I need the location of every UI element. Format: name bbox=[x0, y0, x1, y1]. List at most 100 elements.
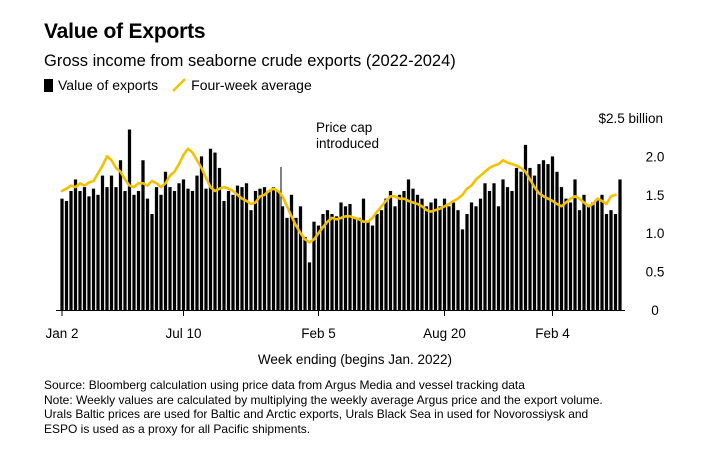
bar bbox=[100, 175, 105, 310]
bar bbox=[474, 206, 478, 310]
bar bbox=[352, 217, 357, 310]
bar bbox=[411, 188, 415, 310]
bar bbox=[379, 210, 384, 310]
bar bbox=[447, 206, 451, 310]
bar bbox=[483, 183, 487, 310]
bar bbox=[132, 194, 136, 310]
footnote: Source: Bloomberg calculation using pric… bbox=[44, 378, 684, 436]
chart-subtitle: Gross income from seaborne crude exports… bbox=[44, 52, 456, 70]
bar bbox=[118, 160, 123, 310]
bar bbox=[136, 190, 141, 310]
bar bbox=[114, 187, 118, 310]
bar bbox=[582, 194, 586, 310]
bar bbox=[460, 229, 465, 310]
y-tick-label: 0.5 bbox=[646, 265, 665, 280]
bar bbox=[532, 175, 537, 310]
bar bbox=[330, 214, 334, 310]
bar bbox=[339, 202, 343, 310]
annotation-label-line2: introduced bbox=[316, 136, 379, 151]
legend-label-line: Four-week average bbox=[191, 77, 312, 93]
bar bbox=[163, 171, 168, 310]
bar bbox=[109, 175, 114, 310]
bar bbox=[159, 194, 163, 310]
bar bbox=[348, 204, 352, 310]
bar bbox=[370, 225, 375, 310]
line-series bbox=[60, 147, 617, 244]
bar bbox=[312, 221, 316, 310]
bar bbox=[586, 206, 591, 310]
bar bbox=[420, 198, 424, 310]
bar bbox=[78, 190, 82, 310]
bar bbox=[222, 200, 226, 310]
bar bbox=[537, 164, 541, 310]
bar bbox=[469, 202, 474, 310]
bar bbox=[267, 190, 271, 310]
bar bbox=[496, 206, 501, 310]
bar-series bbox=[60, 129, 622, 310]
bar bbox=[141, 160, 145, 310]
bar bbox=[595, 198, 600, 310]
bar bbox=[523, 144, 528, 310]
x-axis-title: Week ending (begins Jan. 2022) bbox=[258, 352, 452, 367]
x-tick-label: Jan 2 bbox=[45, 326, 78, 341]
bar bbox=[424, 206, 429, 310]
bar bbox=[366, 221, 370, 310]
bar bbox=[123, 190, 127, 310]
bar bbox=[217, 167, 222, 310]
y-tick-label: 1.0 bbox=[646, 226, 665, 241]
bar bbox=[546, 164, 550, 310]
bar bbox=[388, 190, 393, 310]
bar bbox=[73, 179, 78, 310]
x-tick-label: Feb 5 bbox=[301, 326, 336, 341]
line-swatch-icon bbox=[172, 78, 187, 92]
bar bbox=[334, 216, 339, 310]
bar bbox=[559, 187, 564, 310]
bar bbox=[465, 214, 469, 310]
bar bbox=[285, 217, 289, 310]
bar bbox=[501, 179, 505, 310]
bar bbox=[456, 210, 460, 310]
bar bbox=[541, 160, 546, 310]
bar bbox=[195, 175, 199, 310]
bar bbox=[357, 217, 361, 310]
bar bbox=[91, 188, 96, 310]
legend-item-bars: Value of exports bbox=[44, 77, 158, 93]
bar bbox=[487, 190, 492, 310]
bar bbox=[186, 188, 190, 310]
legend-label-bars: Value of exports bbox=[58, 77, 159, 93]
bar bbox=[307, 262, 312, 310]
bar bbox=[510, 190, 514, 310]
bar bbox=[69, 190, 73, 310]
bar bbox=[555, 171, 559, 310]
bar bbox=[613, 214, 618, 310]
bar bbox=[433, 198, 438, 310]
bar bbox=[64, 200, 69, 310]
bar bbox=[226, 190, 231, 310]
bar bbox=[609, 210, 613, 310]
bar bbox=[519, 171, 523, 310]
bar bbox=[442, 198, 447, 310]
bar bbox=[618, 179, 622, 310]
bar bbox=[375, 214, 379, 310]
bar bbox=[402, 190, 406, 310]
bar bbox=[492, 183, 496, 310]
bar bbox=[249, 210, 253, 310]
bar bbox=[199, 156, 204, 310]
bar bbox=[190, 190, 195, 310]
bar bbox=[60, 198, 64, 310]
bar bbox=[361, 198, 366, 310]
bar bbox=[325, 210, 330, 310]
bar bbox=[438, 206, 442, 310]
bar bbox=[235, 185, 240, 310]
annotation-label-line1: Price cap bbox=[316, 120, 372, 135]
bar bbox=[181, 179, 186, 310]
bar bbox=[573, 179, 577, 310]
y-tick-label: 2.0 bbox=[646, 149, 665, 164]
bar bbox=[397, 194, 402, 310]
bar bbox=[96, 194, 100, 310]
bar bbox=[127, 129, 132, 310]
bar bbox=[276, 190, 280, 310]
bar bbox=[258, 188, 262, 310]
bar bbox=[244, 183, 249, 310]
bar bbox=[154, 187, 159, 310]
